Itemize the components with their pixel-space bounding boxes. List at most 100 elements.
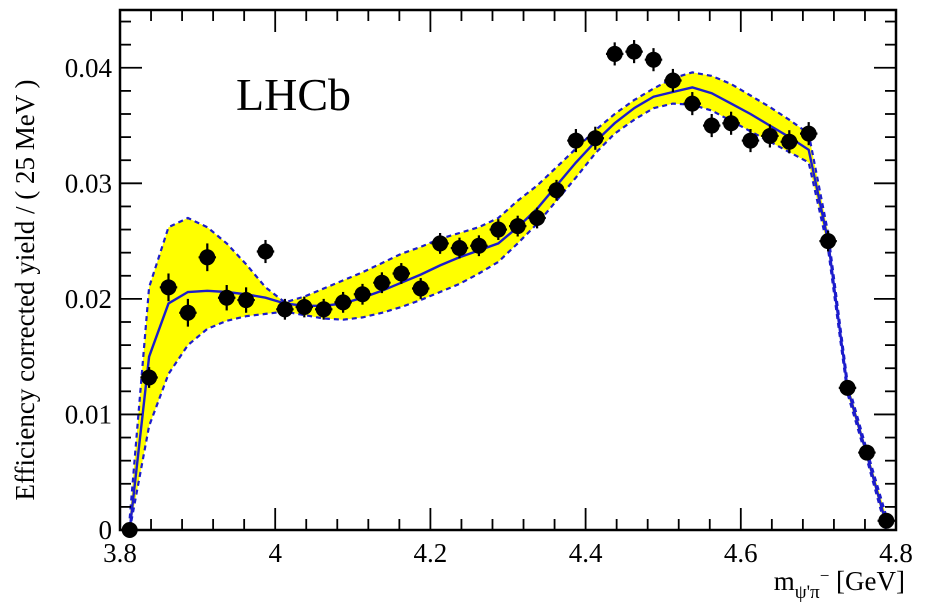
data-point (237, 287, 255, 313)
marker (626, 43, 643, 60)
marker (567, 132, 584, 149)
data-point (838, 379, 857, 396)
marker (257, 243, 274, 260)
marker (606, 45, 623, 62)
data-point (353, 283, 372, 305)
data-point (741, 129, 760, 153)
marker (470, 237, 487, 254)
marker (878, 512, 895, 529)
data-point (450, 237, 469, 259)
data-point (799, 122, 818, 146)
marker (684, 95, 701, 112)
marker (354, 286, 371, 303)
axis-ticks (119, 10, 897, 531)
data-point (217, 285, 236, 311)
x-axis-title-main: m (774, 566, 795, 596)
x-tick-label: 4.8 (879, 538, 913, 568)
lhcb-annotation: LHCb (236, 69, 351, 120)
marker (703, 117, 720, 134)
fit-curve (128, 86, 888, 531)
marker (529, 210, 546, 226)
data-point (664, 68, 682, 93)
marker (335, 294, 352, 311)
data-point (334, 291, 352, 313)
y-tick-label: 0.04 (65, 53, 113, 83)
marker (645, 51, 662, 68)
marker (238, 292, 255, 309)
marker (141, 369, 158, 386)
data-point (858, 444, 876, 461)
y-tick-label: 0.01 (65, 399, 112, 429)
y-tick-label: 0.02 (65, 284, 112, 314)
x-tick-label: 4.2 (414, 538, 448, 568)
data-points (120, 40, 896, 538)
data-point (877, 512, 896, 529)
x-axis-title-sub: ψ'π (795, 582, 820, 603)
marker (781, 133, 798, 150)
data-point (392, 263, 411, 284)
marker (858, 444, 875, 461)
marker (723, 115, 740, 132)
data-point (819, 230, 837, 252)
marker (373, 274, 390, 291)
data-point (276, 298, 294, 320)
x-axis-title: mψ'π− [GeV] (774, 566, 905, 603)
data-point (625, 40, 643, 64)
marker (451, 240, 468, 257)
data-point (605, 42, 624, 66)
marker (490, 221, 507, 238)
x-axis-title-unit: [GeV] (829, 566, 905, 596)
marker (587, 130, 604, 147)
marker (839, 379, 856, 396)
data-point (780, 130, 799, 154)
y-axis-title: Efficiency corrected yield / ( 25 MeV ) (10, 79, 40, 500)
marker (742, 132, 759, 149)
marker (509, 218, 526, 235)
data-point (470, 235, 488, 257)
band-lower-edge (128, 102, 888, 531)
marker (276, 301, 293, 318)
data-point (179, 298, 197, 327)
data-point (586, 126, 605, 150)
data-point (683, 92, 702, 116)
marker (393, 265, 410, 282)
data-point (140, 367, 158, 388)
data-point (567, 129, 585, 153)
marker (199, 249, 216, 266)
tick-labels: 3.8 4 4.2 4.4 4.6 4.8 0 0.01 0.02 0.03 0.04 (65, 53, 913, 568)
data-point (508, 215, 527, 237)
data-point (198, 243, 217, 272)
marker (160, 279, 177, 296)
x-tick-label: 3.8 (103, 538, 137, 568)
data-point (431, 233, 449, 254)
data-point (256, 239, 275, 264)
data-point (528, 207, 546, 229)
y-tick-label: 0.03 (65, 168, 112, 198)
marker (820, 233, 837, 250)
plot-frame (118, 8, 898, 532)
y-tick-label: 0 (99, 515, 113, 545)
x-tick-label: 4.4 (569, 538, 603, 568)
marker (548, 182, 565, 199)
x-tick-label: 4.6 (724, 538, 758, 568)
marker (315, 301, 332, 318)
data-point (489, 219, 508, 240)
x-axis-title-sup: − (820, 566, 830, 585)
marker (179, 304, 196, 321)
data-point (761, 124, 779, 148)
data-point (314, 298, 333, 320)
data-point (547, 179, 566, 201)
marker (296, 298, 313, 315)
data-point (722, 111, 740, 135)
marker (761, 127, 778, 144)
data-point (373, 272, 391, 294)
data-point (411, 278, 430, 299)
marker (218, 289, 235, 306)
marker (800, 125, 817, 142)
data-point (159, 273, 178, 302)
data-point (644, 48, 663, 72)
marker (432, 235, 449, 252)
data-point (295, 296, 314, 318)
x-tick-label: 4 (268, 538, 282, 568)
